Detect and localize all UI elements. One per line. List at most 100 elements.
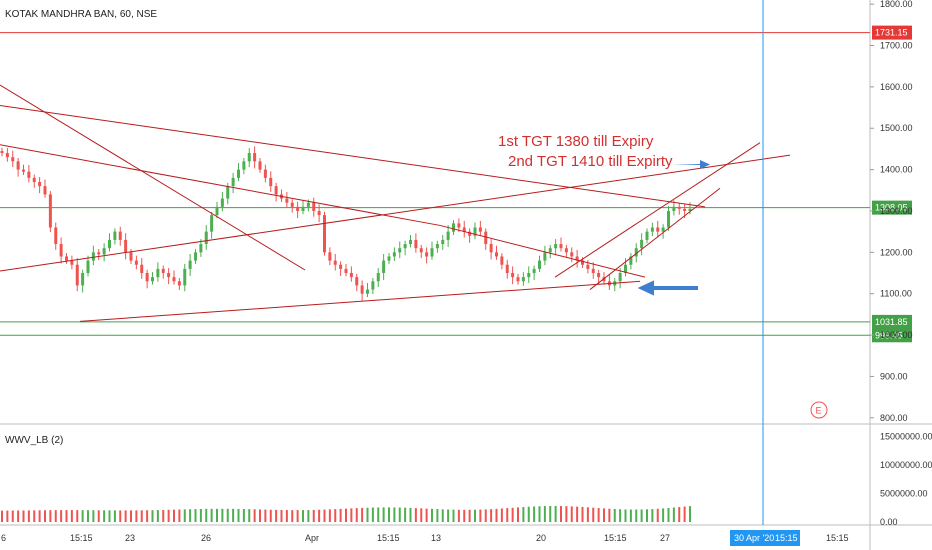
price-level-label: 1731.15 [875,28,908,38]
candle-body [285,198,289,203]
volume-series [1,505,691,522]
candle-body [237,169,240,178]
candle-body [177,281,181,286]
volume-tick-label: 15000000.00 [880,432,932,442]
volume-bar [194,509,197,522]
candle-body [43,186,47,195]
volume-bar [334,509,337,522]
candle-body [269,177,273,187]
candle-body [172,277,176,282]
candle-body [591,268,595,274]
candle-body [355,277,359,286]
candle-body [564,248,568,253]
trendline[interactable] [0,144,441,226]
candle-body [183,268,187,286]
candle-body [672,206,676,211]
volume-bar [302,510,304,522]
volume-bar [232,508,235,522]
volume-indicator-label: WWV_LB (2) [5,435,63,446]
candle-body [521,277,525,282]
volume-tick-label: 0.00 [880,517,898,527]
candle-body [597,273,601,278]
volume-bar [570,506,573,522]
time-tick-label: Apr [305,533,319,543]
candle-body [382,260,386,274]
trendline[interactable] [79,280,641,322]
price-tick-label: 1300.00 [880,206,913,216]
volume-bar [431,508,433,522]
volume-bar [355,508,358,522]
candle-body [328,252,332,261]
candle-body [102,248,106,255]
volume-bar [221,508,224,522]
candle-body [296,206,300,211]
candle-body [70,260,74,265]
volume-bar [205,508,208,522]
candle-body [640,239,644,249]
volume-bar [479,509,482,522]
candle-body [151,277,154,282]
trendlines[interactable] [0,84,791,322]
candle-body [495,252,498,257]
volume-bar [366,507,369,522]
price-level-label: 1031.85 [875,317,908,327]
volume-bar [81,510,84,522]
trendline[interactable] [554,142,761,278]
candle-body [145,273,149,282]
candle-body [376,273,380,282]
volume-bar [178,509,181,522]
candle-body [124,239,128,253]
volume-bar [70,510,73,522]
candle-body [516,277,520,282]
volume-bar [216,508,218,522]
price-tick-label: 1400.00 [880,165,913,175]
volume-bar [44,510,46,522]
trendline[interactable] [439,224,646,278]
time-tick-label: 27 [660,533,670,543]
volume-bar [613,509,616,522]
candle-body [323,215,326,253]
volume-bar [65,510,68,522]
volume-bar [672,507,675,522]
volume-bar [624,509,627,522]
price-tick-label: 1000.00 [880,330,913,340]
volume-bar [151,510,154,522]
volume-bar [468,509,471,522]
candle-body [586,264,590,269]
volume-bar [517,507,519,522]
volume-bar [474,509,476,522]
candle-body [22,169,25,172]
candle-body [457,223,461,228]
volume-bar [33,510,36,522]
volume-bar [49,510,52,522]
candle-body [199,244,203,253]
candle-body [156,268,160,278]
candle-body [473,227,477,236]
volume-bar [269,509,272,522]
candle-body [624,264,627,274]
trendline[interactable] [0,84,306,271]
candle-body [419,248,423,253]
trendline[interactable] [0,104,706,208]
price-tick-label: 1100.00 [880,289,912,299]
trendline[interactable] [0,154,791,272]
volume-bar [603,508,605,522]
event-marker[interactable]: E [810,401,828,419]
candle-body [253,153,257,162]
candle-body [312,202,316,211]
volume-bar [162,509,165,522]
volume-bar [189,509,192,522]
candle-body [274,186,278,195]
candle-body [677,206,681,209]
candle-body [462,227,466,232]
candle-body [231,177,235,187]
volume-bar [393,507,396,522]
horizontal-levels[interactable]: 1731.15 1308.05 1031.85 999.45 [0,25,912,343]
candle-body [247,153,251,162]
candle-body [548,248,552,253]
candle-body [527,273,531,278]
trendline[interactable] [589,187,721,290]
